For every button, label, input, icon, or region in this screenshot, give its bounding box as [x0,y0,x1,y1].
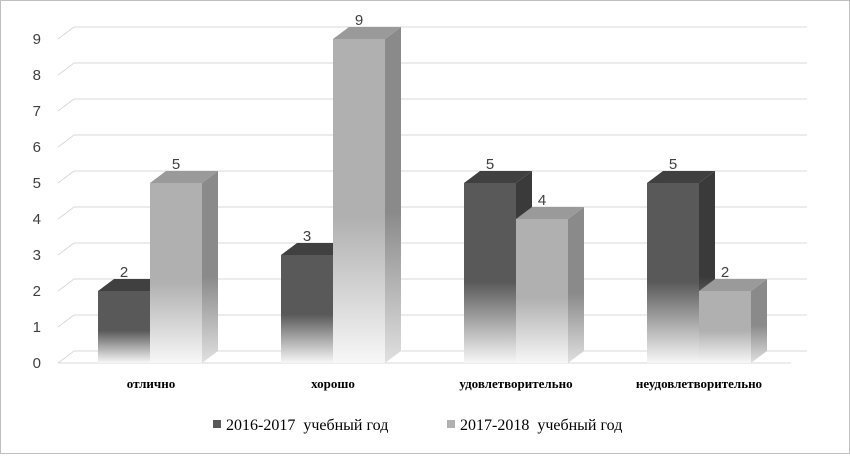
data-label: 2 [120,264,128,281]
bar-top [150,171,218,183]
data-label: 5 [669,156,677,173]
legend-label-series-2: 2017-2018 учебный год [460,417,622,434]
gridline-diagonal [57,350,75,364]
gridline-diagonal [57,26,75,40]
bar-front [281,255,333,363]
data-label: 3 [303,228,311,245]
bar-2-2 [333,27,401,363]
bar-2-3 [516,207,584,363]
y-tick-label: 9 [33,31,41,48]
y-tick-label: 8 [33,67,41,84]
gridline-diagonal [57,206,75,220]
bar-front [464,183,516,363]
bar-side [568,207,584,363]
bar-front [98,291,150,363]
y-tick-label: 4 [33,211,41,228]
legend-swatch-series-2 [447,420,455,428]
data-label: 5 [486,156,494,173]
gridline-diagonal [57,134,75,148]
x-category-label: отлично [127,376,176,391]
data-label: 5 [172,156,180,173]
bar-top [516,207,584,219]
bar-top [281,243,349,255]
gridline-diagonal [57,62,75,76]
data-label: 4 [538,192,546,209]
y-tick-label: 7 [33,103,41,120]
gridline-diagonal [57,278,75,292]
y-tick-label: 0 [33,355,41,372]
bar-side [751,279,767,363]
bar-front [150,183,202,363]
bar-front [647,183,699,363]
bar-front [516,219,568,363]
x-category-label: неудовлетворительно [636,376,762,391]
y-tick-label: 3 [33,247,41,264]
data-labels: 2 5 3 9 5 4 5 2 [120,12,729,281]
y-tick-label: 5 [33,175,41,192]
y-tick-label: 1 [33,319,41,336]
bar-2-1 [150,171,218,363]
legend-swatch-series-1 [213,420,221,428]
bar-top [647,171,715,183]
x-category-label: хорошо [311,376,355,391]
gridline-diagonal [57,242,75,256]
gridline-diagonal [57,98,75,112]
bar-top [333,27,401,39]
y-axis: 0 1 2 3 4 5 6 7 8 9 [33,31,41,372]
legend: 2016-2017 учебный год 2017-2018 учебный … [213,417,622,434]
bar-front [699,291,751,363]
bar-top [464,171,532,183]
bar-top [98,279,166,291]
data-label: 9 [355,12,363,29]
gridline-diagonal [57,314,75,328]
legend-label-series-1: 2016-2017 учебный год [226,417,388,434]
data-label: 2 [721,264,729,281]
bar-top [699,279,767,291]
x-axis: отлично хорошо удовлетворительно неудовлетв… [127,376,762,391]
bar-side [202,171,218,363]
bar-front [333,39,385,363]
y-tick-label: 2 [33,283,41,300]
x-category-label: удовлетворительно [459,376,572,391]
gridline-diagonal [57,170,75,184]
y-tick-label: 6 [33,139,41,156]
bar-2-4 [699,279,767,363]
bar-side [385,27,401,363]
bars [98,27,767,363]
